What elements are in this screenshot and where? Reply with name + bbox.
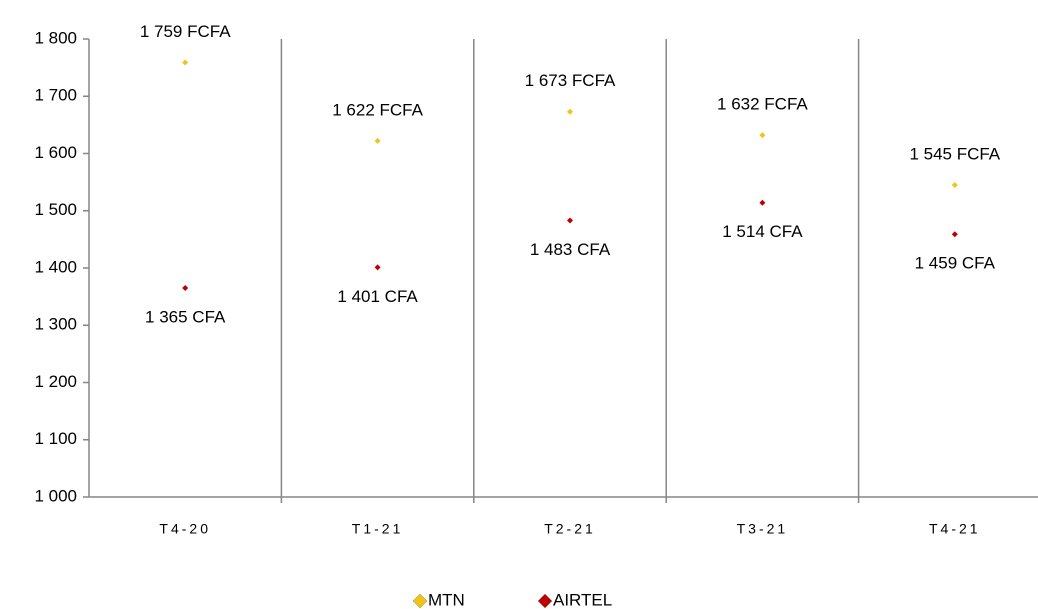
legend-label: MTN xyxy=(428,590,465,609)
x-tick-label: T4-21 xyxy=(929,521,981,537)
marker xyxy=(374,264,381,271)
y-tick-label: 1 700 xyxy=(34,86,77,105)
legend-label: AIRTEL xyxy=(553,590,612,609)
y-tick-label: 1 300 xyxy=(34,315,77,334)
data-label: 1 673 FCFA xyxy=(525,71,616,90)
y-tick-label: 1 400 xyxy=(34,257,77,276)
legend-marker xyxy=(537,593,553,609)
x-tick-label: T4-20 xyxy=(159,521,211,537)
data-label: 1 514 CFA xyxy=(722,222,803,241)
data-label: 1 365 CFA xyxy=(145,308,226,327)
data-label: 1 759 FCFA xyxy=(140,22,231,41)
marker xyxy=(182,285,189,292)
marker xyxy=(567,108,573,115)
legend-marker xyxy=(412,593,428,609)
marker xyxy=(567,217,573,224)
y-tick-label: 1 500 xyxy=(34,200,77,219)
y-tick-label: 1 800 xyxy=(34,28,77,47)
x-tick-label: T2-21 xyxy=(544,521,596,537)
data-label: 1 622 FCFA xyxy=(332,100,423,119)
y-tick-label: 1 100 xyxy=(34,429,77,448)
x-tick-label: T1-21 xyxy=(352,521,404,537)
marker xyxy=(951,181,958,188)
data-label: 1 459 CFA xyxy=(915,254,996,273)
y-tick-label: 1 200 xyxy=(34,372,77,391)
y-tick-label: 1 600 xyxy=(34,143,77,162)
x-tick-label: T3-21 xyxy=(737,521,789,537)
data-label: 1 483 CFA xyxy=(530,240,611,259)
data-label: 1 545 FCFA xyxy=(909,144,1000,163)
marker xyxy=(759,132,766,139)
marker xyxy=(951,231,958,238)
marker xyxy=(374,137,381,144)
marker xyxy=(759,199,766,206)
marker xyxy=(182,59,189,66)
y-tick-label: 1 000 xyxy=(34,486,77,505)
data-label: 1 632 FCFA xyxy=(717,95,808,114)
data-label: 1 401 CFA xyxy=(337,287,418,306)
